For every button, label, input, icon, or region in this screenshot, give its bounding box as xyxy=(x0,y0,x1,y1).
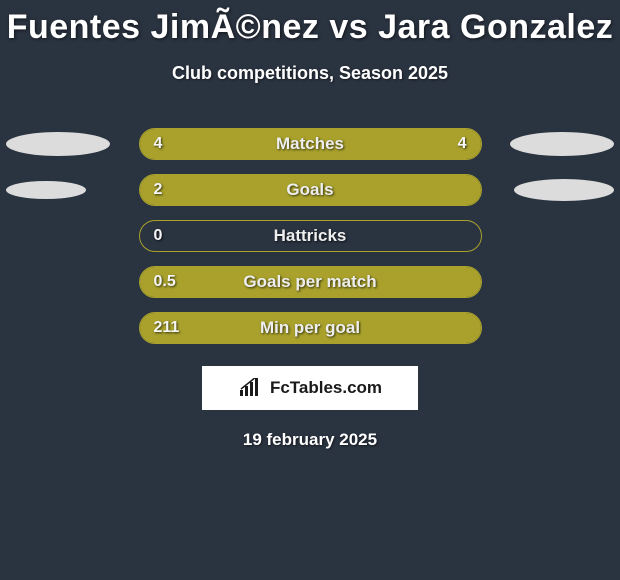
stats-list: 4Matches4 2Goals 0 Hattricks 0.5Goals per ma… xyxy=(0,128,620,344)
stat-bar: 211Min per goal xyxy=(139,312,482,344)
bar-left-fill xyxy=(140,313,481,343)
bar-right-fill xyxy=(310,129,481,159)
stat-left-value: 0 xyxy=(154,227,182,245)
logo-text: FcTables.com xyxy=(270,378,382,398)
stat-label: Hattricks xyxy=(274,226,347,246)
stat-row: 0 Hattricks xyxy=(0,220,620,252)
stat-bar: 0.5Goals per match xyxy=(139,266,482,298)
stat-row: 2Goals xyxy=(0,174,620,206)
page-title: Fuentes JimÃ©nez vs Jara Gonzalez xyxy=(0,8,620,47)
stat-row: 211Min per goal xyxy=(0,312,620,344)
stat-row: 4Matches4 xyxy=(0,128,620,160)
right-ellipse-icon xyxy=(514,179,614,201)
date-label: 19 february 2025 xyxy=(0,430,620,450)
stat-row: 0.5Goals per match xyxy=(0,266,620,298)
bar-left-fill xyxy=(140,129,311,159)
stat-bar: 2Goals xyxy=(139,174,482,206)
comparison-card: Fuentes JimÃ©nez vs Jara Gonzalez Club c… xyxy=(0,0,620,580)
right-ellipse-icon xyxy=(510,132,614,156)
bar-chart-icon xyxy=(238,378,264,398)
stat-bar: 4Matches4 xyxy=(139,128,482,160)
bar-overlay: 0 Hattricks xyxy=(140,221,481,251)
subtitle: Club competitions, Season 2025 xyxy=(0,63,620,84)
stat-bar: 0 Hattricks xyxy=(139,220,482,252)
bar-left-fill xyxy=(140,267,481,297)
logo-box: FcTables.com xyxy=(202,366,418,410)
left-ellipse-icon xyxy=(6,132,110,156)
left-ellipse-icon xyxy=(6,181,86,199)
bar-left-fill xyxy=(140,175,481,205)
